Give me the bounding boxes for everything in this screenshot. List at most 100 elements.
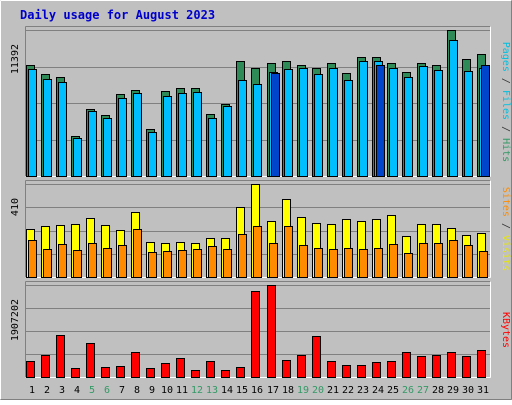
bar-files [88, 111, 97, 177]
bar-files [329, 68, 338, 177]
bar-kbytes [417, 356, 426, 378]
bar-sites [284, 226, 293, 278]
x-tick-label: 28 [432, 385, 444, 396]
bar-kbytes [372, 362, 381, 378]
x-axis-labels: 1 2 3 4 5 6 7 8 9 10 11 12 13 14 15 16 17 18 19 20 21 22 23 24 2… [29, 385, 489, 396]
x-tick-label: 14 [221, 385, 233, 396]
side-legend-part: Pages [500, 42, 511, 72]
bar-pages [481, 65, 490, 177]
bar-kbytes [251, 291, 260, 378]
x-tick-label: 22 [342, 385, 354, 396]
bar-sites [163, 251, 172, 278]
x-tick-label: 6 [104, 385, 110, 396]
x-tick-label: 31 [477, 385, 489, 396]
bar-files [449, 40, 458, 177]
bar-files [434, 70, 443, 177]
bar-kbytes [297, 355, 306, 378]
side-legend-part: / [500, 72, 511, 90]
bar-kbytes [327, 361, 336, 378]
bar-pages [271, 73, 280, 177]
max-value-label: 1907202 [10, 299, 21, 341]
bar-kbytes [357, 365, 366, 378]
side-legend-part: / [500, 217, 511, 235]
bar-kbytes [71, 368, 80, 378]
bar-kbytes [131, 352, 140, 378]
x-tick-label: 20 [312, 385, 324, 396]
bar-kbytes [432, 355, 441, 378]
bar-files [133, 93, 142, 177]
bar-sites [389, 244, 398, 278]
side-legend-part: Files [500, 90, 511, 120]
bar-sites [43, 249, 52, 278]
x-tick-label: 7 [119, 385, 125, 396]
max-value-label: 410 [10, 198, 21, 216]
x-tick-label: 30 [462, 385, 474, 396]
bar-sites [133, 229, 142, 278]
bar-kbytes [447, 352, 456, 378]
x-tick-label: 13 [206, 385, 218, 396]
bar-sites [178, 250, 187, 278]
bar-sites [434, 243, 443, 278]
x-tick-label: 15 [236, 385, 248, 396]
bar-sites [299, 245, 308, 278]
bar-kbytes [26, 361, 35, 378]
side-legend-part: / [500, 120, 511, 138]
bar-kbytes [387, 361, 396, 378]
bar-sites [359, 249, 368, 278]
bar-sites [193, 249, 202, 278]
bar-sites [208, 246, 217, 278]
x-tick-label: 29 [447, 385, 459, 396]
chart-title: Daily usage for August 2023 [20, 8, 215, 22]
x-tick-label: 25 [387, 385, 399, 396]
bar-files [314, 74, 323, 177]
side-legend-part: Sites [500, 187, 511, 217]
x-tick-label: 1 [29, 385, 35, 396]
bar-kbytes [206, 361, 215, 378]
bar-files [148, 132, 157, 177]
bar-kbytes [191, 370, 200, 378]
x-tick-label: 18 [282, 385, 294, 396]
bar-files [344, 80, 353, 177]
bar-files [359, 61, 368, 177]
x-tick-label: 19 [297, 385, 309, 396]
bar-sites [344, 248, 353, 278]
bar-files [193, 92, 202, 177]
bar-sites [449, 240, 458, 278]
x-tick-label: 10 [161, 385, 173, 396]
bar-files [73, 138, 82, 177]
x-tick-label: 11 [176, 385, 188, 396]
bar-kbytes [176, 358, 185, 378]
series-pages [271, 65, 490, 177]
bar-sites [148, 252, 157, 278]
bar-sites [88, 243, 97, 278]
x-tick-label: 9 [149, 385, 155, 396]
bar-sites [28, 240, 37, 278]
x-tick-label: 27 [417, 385, 429, 396]
bar-sites [329, 249, 338, 278]
bar-files [208, 118, 217, 177]
side-legend-label: Sites / Visits [500, 187, 511, 271]
x-tick-label: 4 [74, 385, 80, 396]
x-tick-label: 8 [134, 385, 140, 396]
side-legend-part: Hits [500, 138, 511, 162]
bar-sites [479, 251, 488, 278]
panel-visits: 410 Sites / Visits [10, 180, 511, 278]
bar-sites [464, 245, 473, 278]
bar-files [253, 84, 262, 177]
bar-files [178, 93, 187, 177]
bar-files [28, 69, 37, 177]
bar-files [389, 68, 398, 177]
x-tick-label: 24 [372, 385, 384, 396]
x-tick-label: 12 [191, 385, 203, 396]
series-kbytes [26, 285, 486, 378]
x-tick-label: 5 [89, 385, 95, 396]
bar-sites [73, 250, 82, 278]
bar-sites [404, 253, 413, 278]
bar-kbytes [402, 352, 411, 378]
bar-kbytes [221, 370, 230, 378]
x-tick-label: 3 [59, 385, 65, 396]
series-sites [28, 226, 488, 278]
x-tick-label: 2 [44, 385, 50, 396]
x-tick-label: 26 [402, 385, 414, 396]
